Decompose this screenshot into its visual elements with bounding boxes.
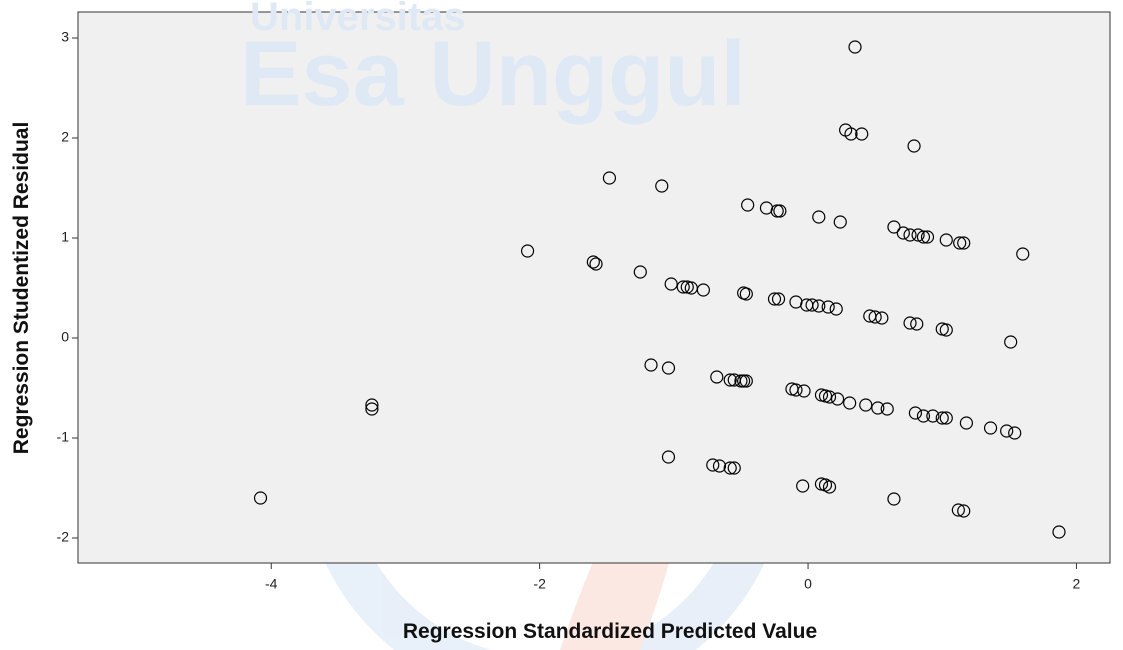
point <box>868 310 882 324</box>
y-tick-label: 1 <box>61 229 69 245</box>
plot-area <box>77 11 1111 564</box>
point <box>822 390 837 404</box>
y-tick-label: -1 <box>57 429 70 445</box>
point <box>896 226 910 240</box>
point <box>706 458 720 472</box>
x-axis-title: Regression Standardized Predicted Value <box>403 620 817 643</box>
point <box>771 292 786 306</box>
point <box>712 459 727 473</box>
point <box>848 40 862 54</box>
x-tick-label: 2 <box>1073 576 1081 592</box>
point <box>822 480 837 494</box>
point <box>939 411 953 425</box>
point <box>843 396 857 410</box>
point <box>644 358 658 372</box>
point <box>983 421 998 435</box>
point <box>661 361 676 375</box>
y-tick-label: -2 <box>57 529 70 545</box>
point <box>911 228 925 242</box>
point <box>696 283 710 297</box>
point <box>812 299 826 313</box>
point <box>1052 525 1066 539</box>
x-tick-label: -2 <box>533 576 546 592</box>
point <box>796 479 810 493</box>
point <box>821 300 835 314</box>
point <box>951 503 965 517</box>
point <box>633 265 647 279</box>
watermark-text: Universitas <box>250 0 466 39</box>
point <box>1016 247 1030 261</box>
point <box>797 384 811 398</box>
x-tick-label: -4 <box>265 576 278 592</box>
point <box>871 401 885 415</box>
point <box>710 370 724 384</box>
point <box>833 215 847 229</box>
point <box>767 292 782 306</box>
point <box>887 220 901 234</box>
point <box>1004 335 1018 349</box>
point <box>676 280 690 294</box>
point <box>1008 426 1022 440</box>
point <box>727 461 741 475</box>
point <box>830 392 845 406</box>
point <box>655 179 669 193</box>
point <box>661 450 676 464</box>
point <box>1000 424 1014 438</box>
point <box>739 287 753 301</box>
point <box>589 257 603 271</box>
y-tick-label: 0 <box>61 329 69 345</box>
point <box>723 461 737 475</box>
point <box>953 236 967 250</box>
point <box>812 210 826 224</box>
y-tick-label: 2 <box>61 129 69 145</box>
point <box>723 373 737 387</box>
point <box>789 383 803 397</box>
point <box>926 409 940 423</box>
point <box>957 236 971 250</box>
watermark-text: Esa Unggul <box>240 23 746 125</box>
y-tick-label: 3 <box>61 29 69 45</box>
point <box>903 316 917 330</box>
point <box>773 204 787 218</box>
point <box>586 255 600 269</box>
point <box>957 504 971 518</box>
point <box>916 409 931 423</box>
point <box>903 228 917 242</box>
point <box>939 233 953 247</box>
point <box>910 317 924 331</box>
point <box>920 230 935 244</box>
point <box>602 171 617 185</box>
point <box>365 402 379 416</box>
point <box>880 402 894 416</box>
point <box>887 492 901 506</box>
point <box>908 406 923 420</box>
point <box>875 311 889 325</box>
point <box>664 277 678 291</box>
point <box>907 139 921 153</box>
point <box>805 298 819 312</box>
point <box>520 244 535 258</box>
point <box>829 302 843 316</box>
point <box>959 416 974 430</box>
x-tick-label: 0 <box>804 576 812 592</box>
point <box>939 323 953 337</box>
point <box>844 127 858 141</box>
point <box>916 230 931 244</box>
point <box>935 411 949 425</box>
y-axis-title: Regression Studentized Residual <box>10 122 33 455</box>
point <box>859 398 873 412</box>
point <box>741 198 755 212</box>
point <box>855 127 869 141</box>
point <box>365 398 379 412</box>
point <box>253 491 268 505</box>
point <box>739 374 753 388</box>
